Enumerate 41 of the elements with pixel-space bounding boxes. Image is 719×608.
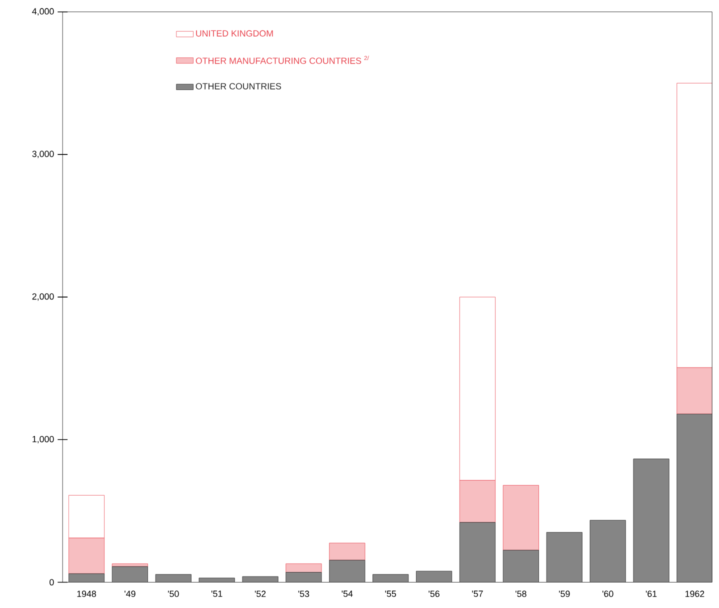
x-tick-label: '58 [516, 590, 526, 598]
x-tick-label: '59 [559, 590, 570, 598]
x-tick-label: 1948 [77, 590, 96, 598]
bar [112, 566, 148, 582]
bar [459, 522, 496, 582]
bar [676, 414, 712, 582]
x-tick-label: '51 [211, 590, 222, 597]
bar [372, 574, 409, 582]
x-tick-label: '53 [298, 590, 310, 598]
x-tick-label: '56 [428, 590, 440, 598]
bar [68, 574, 105, 582]
y-tick-label: 3,000 [32, 150, 54, 158]
x-tick-label: '52 [254, 590, 266, 598]
legend-label: UNITED KINGDOM [196, 30, 273, 37]
x-tick-label: '61 [646, 590, 657, 598]
bar [416, 570, 452, 582]
x-tick-label: '60 [602, 590, 614, 598]
y-tick-label: 4,000 [32, 8, 54, 16]
bar [286, 572, 322, 582]
y-tick-label: 2,000 [32, 293, 54, 301]
x-tick-label: '50 [168, 590, 179, 598]
bar [329, 560, 366, 582]
bar [198, 578, 235, 582]
x-tick-label: '49 [124, 590, 136, 598]
bar [546, 532, 582, 582]
bar [155, 574, 192, 582]
x-tick-label: '57 [472, 590, 483, 597]
legend-label: OTHER COUNTRIES [196, 83, 282, 90]
x-tick-label: 1962 [685, 590, 704, 598]
legend-label: OTHER MANUFACTURING COUNTRIES $^{2/}$ [196, 56, 369, 64]
bar [242, 576, 278, 582]
x-tick-label: '55 [385, 590, 396, 597]
y-tick-label: 0 [50, 579, 54, 586]
bar [502, 485, 539, 550]
bar [286, 564, 322, 572]
x-tick-label: '54 [342, 590, 353, 597]
bar [502, 550, 539, 582]
y-tick-label: 1,000 [32, 436, 54, 444]
bar [590, 520, 626, 582]
bar [329, 542, 366, 560]
bar [633, 458, 670, 582]
